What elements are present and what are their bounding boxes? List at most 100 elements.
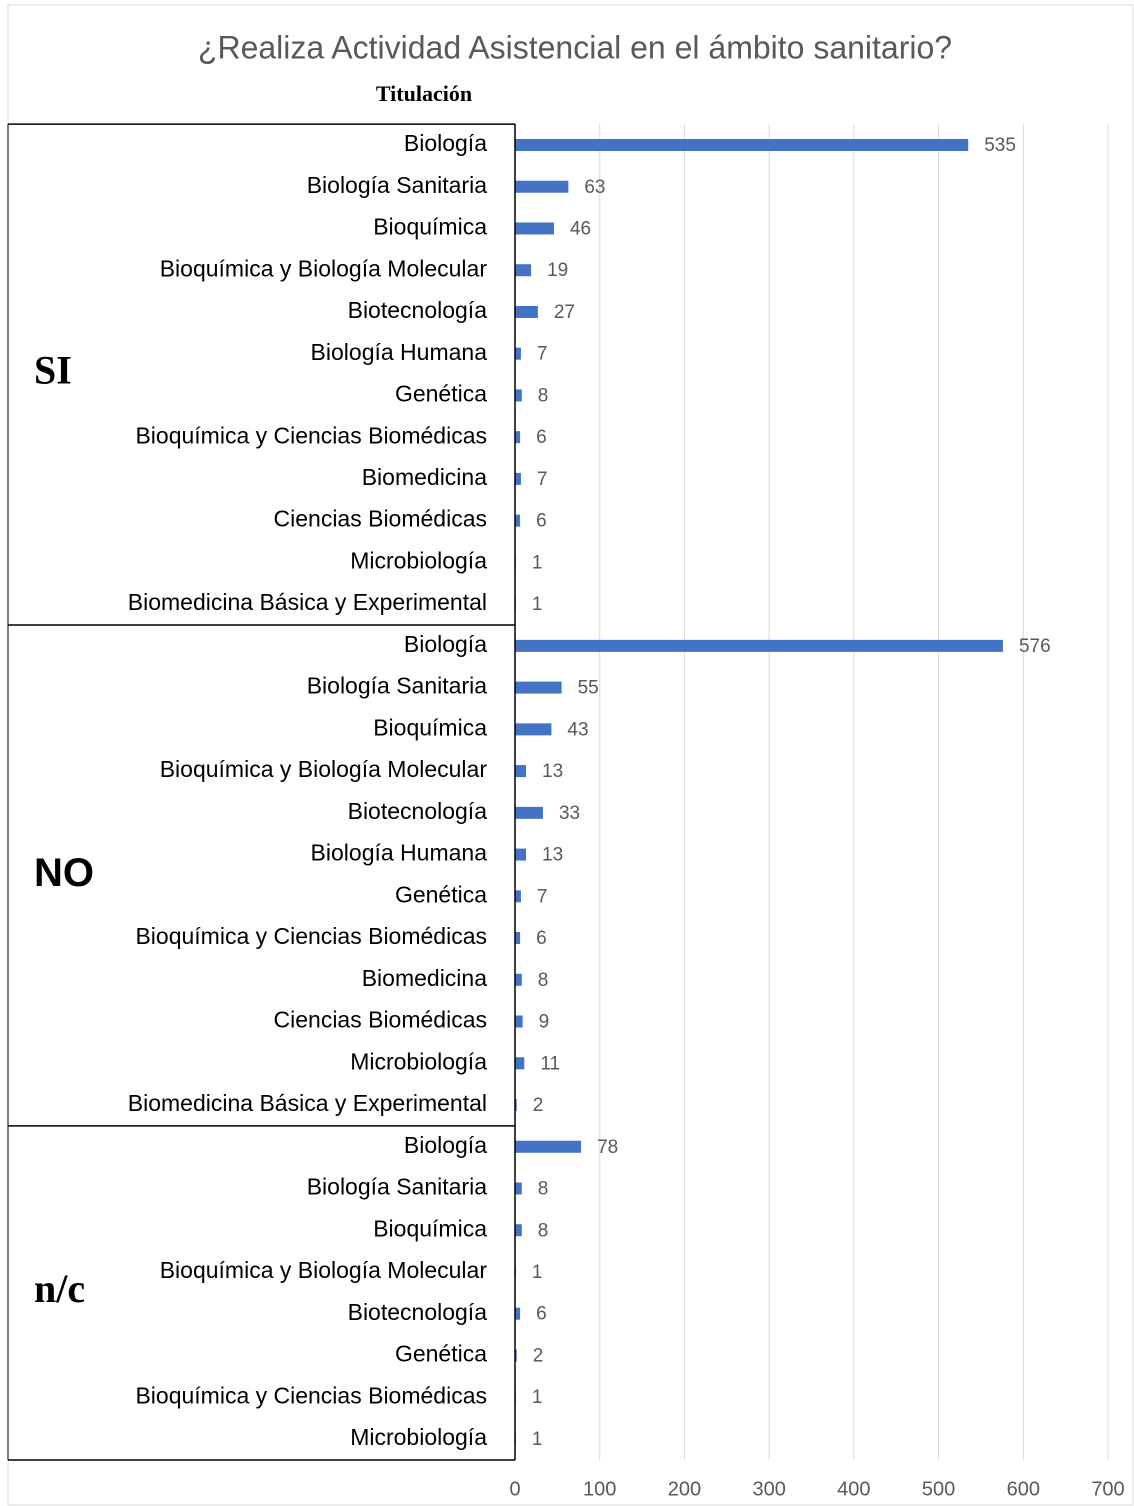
bar bbox=[515, 848, 527, 861]
x-tick-label: 100 bbox=[583, 1478, 616, 1500]
x-tick-label: 200 bbox=[668, 1478, 701, 1500]
category-label: Biotecnología bbox=[348, 798, 488, 824]
bar bbox=[515, 180, 569, 193]
bar bbox=[515, 1349, 517, 1362]
bar bbox=[515, 389, 522, 402]
bar bbox=[515, 681, 562, 694]
category-label: Microbiología bbox=[350, 1048, 487, 1074]
bar bbox=[515, 1307, 521, 1320]
category-label: Biotecnología bbox=[348, 297, 488, 323]
category-label: Genética bbox=[395, 1341, 487, 1367]
category-label: Bioquímica y Biología Molecular bbox=[160, 255, 488, 281]
category-label: Biomedicina bbox=[362, 464, 487, 490]
x-tick-label: 400 bbox=[837, 1478, 870, 1500]
value-label: 78 bbox=[597, 1137, 618, 1158]
category-label: Genética bbox=[395, 881, 487, 907]
category-label: Ciencias Biomédicas bbox=[274, 1007, 487, 1033]
x-tick-label: 0 bbox=[509, 1478, 520, 1500]
value-label: 1 bbox=[532, 1387, 543, 1408]
value-label: 8 bbox=[538, 970, 549, 991]
category-label: Biología Sanitaria bbox=[307, 1174, 487, 1200]
value-label: 1 bbox=[532, 1262, 543, 1283]
bar bbox=[515, 1057, 525, 1070]
bar bbox=[515, 1099, 517, 1112]
bar bbox=[515, 932, 521, 945]
value-label: 1 bbox=[532, 552, 543, 573]
value-label: 6 bbox=[536, 928, 547, 949]
category-label: Biología Humana bbox=[311, 840, 488, 866]
value-label: 2 bbox=[533, 1345, 544, 1366]
category-label: Ciencias Biomédicas bbox=[274, 506, 487, 532]
chart-title: ¿Realiza Actividad Asistencial en el ámb… bbox=[198, 29, 952, 65]
category-label: Genética bbox=[395, 381, 487, 407]
bar bbox=[515, 139, 969, 151]
value-label: 535 bbox=[984, 135, 1016, 156]
value-label: 6 bbox=[536, 511, 547, 532]
group-label: SI bbox=[34, 348, 72, 393]
value-label: 1 bbox=[532, 1429, 543, 1450]
category-label: Bioquímica bbox=[373, 214, 487, 240]
bar bbox=[515, 472, 521, 485]
value-label: 63 bbox=[584, 177, 605, 198]
bar bbox=[515, 890, 521, 903]
group-label: NO bbox=[34, 851, 94, 895]
bar bbox=[515, 431, 521, 444]
value-label: 19 bbox=[547, 260, 568, 281]
x-tick-label: 700 bbox=[1091, 1478, 1124, 1500]
value-label: 7 bbox=[537, 344, 548, 365]
bar bbox=[515, 222, 554, 235]
category-label: Microbiología bbox=[350, 1424, 487, 1450]
value-label: 11 bbox=[540, 1053, 560, 1074]
category-label: Biología Sanitaria bbox=[307, 172, 487, 198]
bar bbox=[515, 264, 532, 277]
category-label: Biología Sanitaria bbox=[307, 673, 487, 699]
value-label: 7 bbox=[537, 886, 548, 907]
category-label: Biología bbox=[404, 631, 487, 657]
category-label: Bioquímica y Biología Molecular bbox=[160, 756, 488, 782]
bar bbox=[515, 639, 1003, 652]
bar bbox=[515, 806, 543, 819]
x-tick-label: 600 bbox=[1007, 1478, 1040, 1500]
category-label: Biomedicina Básica y Experimental bbox=[128, 1090, 487, 1116]
group-label: n/c bbox=[34, 1266, 85, 1311]
value-label: 576 bbox=[1019, 636, 1051, 657]
x-tick-label: 500 bbox=[922, 1478, 955, 1500]
bar bbox=[515, 973, 522, 986]
category-label: Biología bbox=[404, 1132, 487, 1158]
category-label: Bioquímica y Ciencias Biomédicas bbox=[135, 422, 487, 448]
x-tick-label: 300 bbox=[752, 1478, 785, 1500]
value-label: 8 bbox=[538, 385, 549, 406]
bar bbox=[515, 347, 521, 360]
value-label: 2 bbox=[533, 1095, 544, 1116]
value-label: 43 bbox=[567, 719, 588, 740]
value-label: 46 bbox=[570, 218, 591, 239]
bar bbox=[515, 514, 521, 527]
category-label: Biotecnología bbox=[348, 1299, 488, 1325]
value-label: 55 bbox=[578, 678, 599, 699]
category-label: Bioquímica bbox=[373, 714, 487, 740]
bar bbox=[515, 1182, 522, 1195]
value-label: 13 bbox=[542, 845, 563, 866]
category-label: Bioquímica bbox=[373, 1215, 487, 1241]
value-label: 33 bbox=[559, 803, 580, 824]
value-label: 7 bbox=[537, 469, 548, 490]
category-label: Bioquímica y Ciencias Biomédicas bbox=[135, 923, 487, 949]
bar bbox=[515, 723, 552, 736]
category-label: Biología Humana bbox=[311, 339, 488, 365]
value-label: 27 bbox=[554, 302, 575, 323]
value-label: 9 bbox=[539, 1012, 550, 1033]
value-label: 6 bbox=[536, 427, 547, 448]
category-label: Biomedicina Básica y Experimental bbox=[128, 589, 487, 615]
bar bbox=[515, 305, 538, 318]
category-label: Bioquímica y Biología Molecular bbox=[160, 1257, 488, 1283]
category-label: Biología bbox=[404, 130, 487, 156]
value-label: 8 bbox=[538, 1220, 549, 1241]
value-label: 6 bbox=[536, 1304, 547, 1325]
bar bbox=[515, 1015, 523, 1028]
category-label: Bioquímica y Ciencias Biomédicas bbox=[135, 1382, 487, 1408]
subtitle: Titulación bbox=[376, 81, 472, 106]
category-label: Biomedicina bbox=[362, 965, 487, 991]
bar bbox=[515, 1140, 582, 1153]
value-label: 8 bbox=[538, 1179, 549, 1200]
